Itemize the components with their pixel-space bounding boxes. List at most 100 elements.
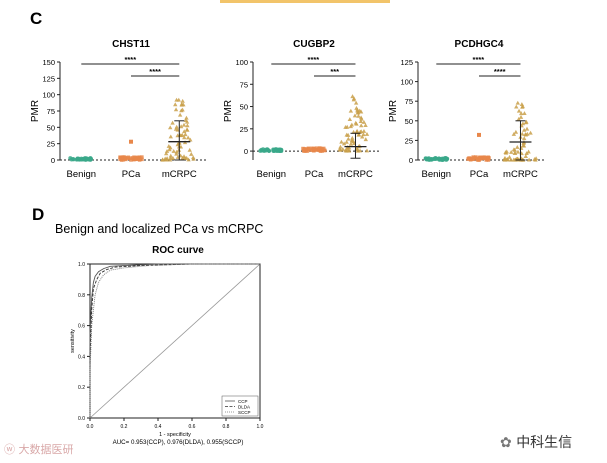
- mcrpc-point: [344, 139, 349, 144]
- y-tick-label: 75: [47, 107, 55, 116]
- benign-point: [279, 148, 284, 153]
- scatter-panel-chst11: CHST11 0 25 50 75 100 125 150 PMR Benign PCa mCRPC *…: [30, 39, 206, 180]
- pca-point: [466, 156, 471, 161]
- pca-point: [140, 157, 144, 162]
- roc-legend-label: DLDA: [238, 404, 250, 409]
- roc-y-tick-label: 0.6: [78, 324, 85, 330]
- benign-point: [259, 148, 264, 153]
- pca-point: [312, 146, 316, 151]
- y-axis-label: PMR: [388, 100, 399, 122]
- mcrpc-point: [185, 135, 191, 140]
- significance-label: ****: [308, 55, 320, 64]
- pca-point: [470, 157, 474, 161]
- y-tick-label: 75: [405, 97, 413, 106]
- pca-point: [471, 155, 476, 159]
- mcrpc-point: [184, 119, 190, 124]
- y-tick-label: 100: [42, 91, 55, 100]
- roc-x-tick-label: 0.6: [189, 424, 196, 430]
- mcrpc-point: [160, 157, 165, 162]
- mcrpc-point: [515, 100, 520, 105]
- pca-point: [323, 148, 327, 153]
- benign-point: [75, 157, 80, 162]
- mcrpc-point: [355, 108, 360, 113]
- y-tick-label: 50: [47, 123, 55, 132]
- mcrpc-point: [340, 147, 346, 151]
- pca-point: [130, 156, 135, 160]
- mcrpc-point: [185, 123, 190, 128]
- mcrpc-point: [507, 154, 512, 159]
- chart-title: CHST11: [112, 39, 150, 50]
- roc-x-tick-label: 0.8: [223, 424, 230, 430]
- mcrpc-point: [515, 145, 520, 149]
- benign-point: [69, 157, 74, 162]
- mcrpc-point: [521, 127, 527, 132]
- mcrpc-point: [354, 105, 359, 110]
- pca-outlier-point: [129, 139, 133, 144]
- y-tick-label: 25: [240, 125, 248, 134]
- mcrpc-point: [168, 153, 173, 158]
- roc-y-tick-label: 0.2: [78, 385, 85, 391]
- mcrpc-point: [361, 119, 367, 124]
- mcrpc-point: [338, 147, 343, 152]
- benign-point: [427, 157, 432, 162]
- mcrpc-point: [351, 96, 357, 101]
- chart-title: CUGBP2: [293, 39, 335, 50]
- mcrpc-point: [524, 119, 529, 124]
- roc-auc-annotation: AUC= 0.953(CCP), 0.976(DLDA), 0.955(SCCP…: [113, 439, 244, 446]
- roc-y-tick-label: 0.0: [78, 416, 85, 422]
- mcrpc-point: [164, 151, 169, 156]
- category-label: PCa: [305, 169, 324, 180]
- mcrpc-point: [343, 125, 348, 129]
- mcrpc-point: [364, 132, 370, 136]
- significance-label: ****: [124, 55, 136, 64]
- roc-diagonal-line: [89, 263, 261, 419]
- pca-point: [140, 155, 144, 159]
- roc-series-ccp: [89, 263, 260, 418]
- roc-series-dlda: [89, 263, 260, 418]
- category-label: mCRPC: [338, 169, 373, 180]
- mcrpc-point: [364, 148, 370, 153]
- pca-point: [301, 146, 305, 151]
- mcrpc-point: [509, 150, 514, 154]
- mcrpc-point: [188, 137, 193, 142]
- mcrpc-point: [358, 109, 364, 114]
- benign-point: [445, 156, 450, 161]
- mcrpc-point: [363, 123, 368, 127]
- mcrpc-point: [167, 147, 172, 152]
- mcrpc-point: [520, 131, 525, 136]
- mcrpc-point: [348, 141, 354, 146]
- pca-point: [482, 156, 487, 161]
- mcrpc-point: [521, 141, 526, 146]
- roc-x-axis-label: 1 - specificity: [159, 432, 191, 438]
- roc-x-tick-label: 0.2: [121, 424, 128, 430]
- pca-point: [478, 155, 482, 160]
- significance-label: ****: [494, 67, 506, 76]
- mcrpc-point: [191, 155, 196, 160]
- mcrpc-point: [358, 119, 364, 124]
- category-label: PCa: [470, 169, 489, 180]
- mcrpc-point: [348, 108, 354, 113]
- y-tick-label: 150: [42, 58, 55, 67]
- roc-x-tick-label: 0.0: [87, 424, 94, 430]
- mcrpc-point: [338, 144, 343, 149]
- mcrpc-point: [345, 132, 351, 137]
- mcrpc-point: [162, 156, 168, 161]
- mcrpc-point: [524, 126, 530, 131]
- roc-y-tick-label: 1.0: [78, 262, 85, 268]
- mcrpc-point: [353, 100, 359, 105]
- mcrpc-point: [526, 149, 531, 154]
- y-tick-label: 25: [47, 140, 55, 149]
- mcrpc-point: [526, 157, 532, 162]
- watermark-right: ✿ 中科生信: [500, 432, 572, 452]
- mcrpc-point: [360, 134, 365, 139]
- mcrpc-point: [181, 122, 187, 127]
- scatter-panel-pcdhgc4: PCDHGC4 0 25 50 75 100 125 PMR Benign PCa mCRPC ***…: [388, 39, 544, 180]
- panel-c-letter: C: [30, 9, 42, 28]
- mcrpc-point: [184, 115, 189, 120]
- mcrpc-point: [184, 127, 190, 132]
- mcrpc-point: [351, 139, 356, 144]
- watermark-weibo-icon: ⓦ: [4, 443, 15, 456]
- category-label: PCa: [122, 169, 141, 180]
- mcrpc-point: [341, 141, 347, 146]
